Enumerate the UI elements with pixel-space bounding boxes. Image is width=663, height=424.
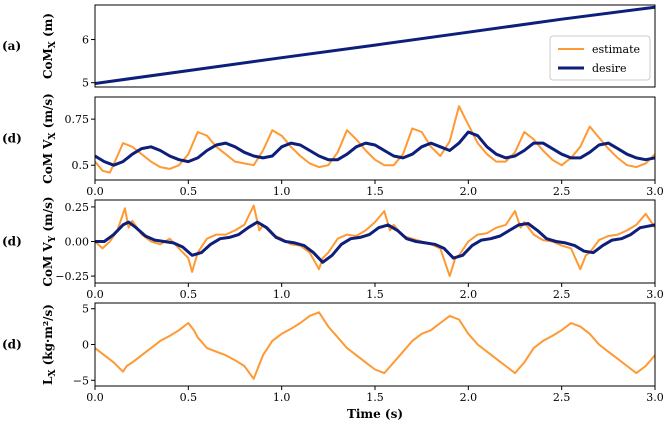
legend-label-estimate: estimate — [592, 43, 640, 56]
x-tick-label: 0.0 — [86, 391, 104, 404]
x-tick-label: 1.5 — [366, 185, 384, 198]
axes-frame — [94, 302, 656, 387]
y-axis-label: CoM VY (m/s) — [41, 196, 58, 286]
x-tick-label: 2.5 — [553, 391, 571, 404]
chart-panel-3: −0.25 0.00 0.25 0.0 0.5 1.0 1.5 2.0 2.5 3.0 CoM VY… — [2, 196, 663, 301]
x-tick-label: 1.0 — [273, 391, 291, 404]
y-tick-label: 0.25 — [65, 201, 90, 214]
series-line-desire — [95, 220, 655, 264]
panel-tag: (a) — [2, 39, 21, 53]
x-tick-label: 2.5 — [553, 185, 571, 198]
y-axis-label: CoM VX (m/s) — [41, 93, 58, 184]
x-tick-label: 3.0 — [646, 185, 663, 198]
x-tick-label: 2.0 — [460, 288, 478, 301]
panel-tag: (d) — [2, 132, 22, 146]
y-tick-label: 5 — [82, 303, 89, 316]
y-axis-label: CoMX (m) — [41, 13, 58, 79]
chart-panel-1: 5 6 CoMX (m) (a) estimate desire — [2, 4, 656, 90]
panel-tag: (d) — [2, 235, 22, 249]
x-tick-label: 2.0 — [460, 185, 478, 198]
series-line-estimate — [95, 105, 655, 174]
chart-panel-2: 0.5 0.75 0.0 0.5 1.0 1.5 2.0 2.5 3.0 CoM VX (m/s)… — [2, 93, 663, 198]
x-tick-label: 0.5 — [180, 185, 198, 198]
axes-frame — [94, 199, 656, 284]
series-line-desire — [95, 130, 655, 167]
y-tick-label: 0.5 — [72, 159, 90, 172]
series-line-estimate — [95, 311, 655, 380]
y-tick-label: −0.25 — [55, 270, 89, 283]
y-tick-label: 0.75 — [65, 113, 90, 126]
series-line-estimate — [95, 204, 655, 278]
axes-frame — [94, 96, 656, 181]
x-tick-label: 3.0 — [646, 391, 663, 404]
x-tick-label: 1.5 — [366, 288, 384, 301]
axes-frame — [94, 4, 656, 88]
x-tick-label: 2.5 — [553, 288, 571, 301]
x-tick-label: 1.0 — [273, 288, 291, 301]
x-tick-label: 0.5 — [180, 391, 198, 404]
legend-label-desire: desire — [592, 62, 626, 75]
x-tick-label: 0.0 — [86, 288, 104, 301]
x-tick-label: 0.0 — [86, 185, 104, 198]
y-tick-label: 0.00 — [65, 236, 90, 249]
panel-tag: (d) — [2, 338, 22, 352]
y-axis-label: LX (kg·m²/s) — [41, 304, 58, 385]
x-tick-label: 3.0 — [646, 288, 663, 301]
y-tick-label: 6 — [82, 34, 89, 47]
y-tick-label: 0 — [82, 339, 89, 352]
legend: estimate desire — [549, 35, 651, 81]
x-tick-label: 1.5 — [366, 391, 384, 404]
x-tick-label: 2.0 — [460, 391, 478, 404]
y-tick-label: −5 — [73, 374, 89, 387]
series-line-desire — [95, 5, 655, 85]
x-axis-label: Time (s) — [347, 407, 403, 421]
y-tick-label: 5 — [82, 77, 89, 90]
x-tick-label: 0.5 — [180, 288, 198, 301]
x-tick-label: 1.0 — [273, 185, 291, 198]
chart-panel-4: −5 0 5 0.0 0.5 1.0 1.5 2.0 2.5 3.0 LX (kg·m²/s) (d)… — [2, 302, 663, 421]
